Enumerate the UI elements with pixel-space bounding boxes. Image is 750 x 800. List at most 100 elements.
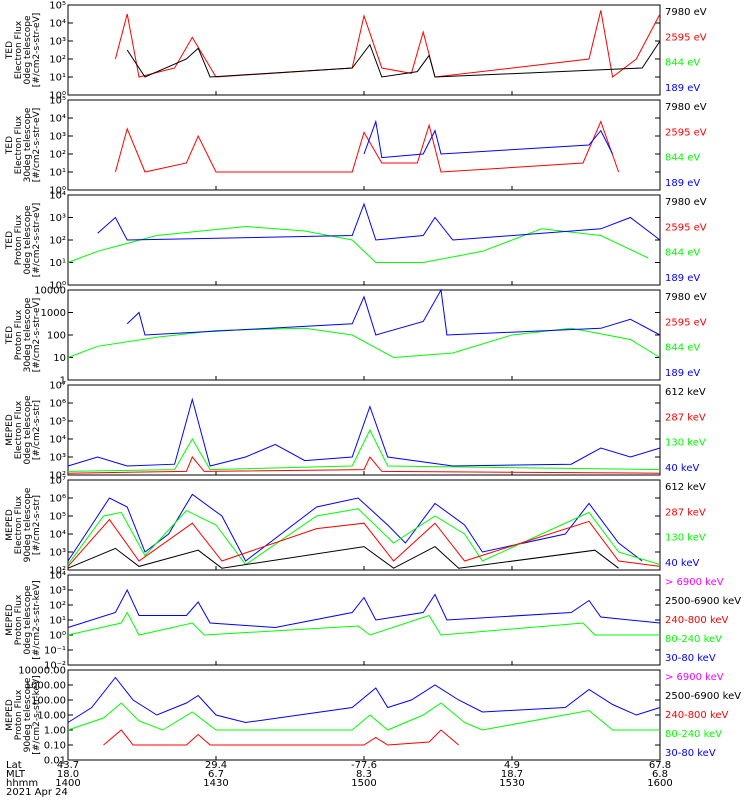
y-axis-label: [#/cm2-s-str] [32, 495, 42, 555]
y-tick-label: 10⁵ [49, 1, 66, 12]
legend-entry: > 6900 keV [665, 672, 724, 683]
panel-frame [67, 384, 661, 476]
panel-frame [67, 99, 661, 191]
x-tick-label: 1600 [647, 778, 672, 789]
y-tick-label: 10⁴ [49, 530, 66, 541]
x-tick-label: -77.6 [351, 760, 377, 771]
legend-entry: 189 eV [665, 368, 700, 379]
series-line [67, 588, 661, 629]
legend-entry: 2595 eV [665, 222, 707, 233]
legend-entry: 240-800 keV [665, 710, 729, 721]
legend-entry: 40 keV [665, 558, 699, 569]
y-axis-label: MEPED [5, 414, 15, 446]
y-axis-label: 0deg telescope [23, 395, 33, 465]
y-tick-label: 10⁵ [49, 512, 66, 523]
legend-entry: 844 eV [665, 153, 700, 164]
y-tick-label: 10⁴ [49, 571, 66, 582]
y-tick-label: 10¹ [49, 258, 66, 269]
x-tick-label: 29.4 [205, 760, 227, 771]
legend-entry: 287 keV [665, 412, 706, 423]
y-tick-label: 10 [53, 353, 66, 364]
y-tick-label: 1 [60, 376, 66, 387]
y-axis-label: 0deg telescope [23, 585, 33, 655]
x-tick-label: 1430 [203, 778, 228, 789]
panel-frame [67, 289, 661, 381]
x-tick-label: 1530 [499, 778, 524, 789]
legend-entry: 612 keV [665, 482, 706, 493]
y-tick-label: 10³ [49, 132, 66, 143]
legend-entry: 7980 eV [665, 7, 707, 18]
y-tick-label: 1000 [41, 308, 66, 319]
y-tick-label: 10.00 [37, 711, 66, 722]
legend-entry: 130 keV [665, 438, 706, 449]
series-line [126, 288, 661, 336]
series-line [114, 10, 661, 78]
y-axis-label: MEPED [5, 509, 15, 541]
series-line [363, 119, 614, 159]
series-line [114, 120, 620, 173]
y-tick-label: 10² [49, 150, 66, 161]
legend-entry: 844 eV [665, 248, 700, 259]
y-tick-label: 10² [49, 566, 66, 577]
legend-entry: 7980 eV [665, 197, 707, 208]
y-tick-label: 1000.00 [25, 681, 66, 692]
y-tick-label: 10³ [49, 548, 66, 559]
series-line [97, 202, 661, 241]
y-axis-label: Electron Flux [14, 400, 24, 459]
y-tick-label: 10² [49, 601, 66, 612]
y-tick-label: 10⁰ [49, 186, 66, 197]
y-tick-label: 10⁶ [49, 399, 66, 410]
footer-row-label: MLT [6, 769, 26, 780]
y-axis-label: TED [5, 41, 15, 60]
legend-entry: 844 eV [665, 58, 700, 69]
y-axis-label: MEPED [5, 699, 15, 731]
x-tick-label: 1500 [351, 778, 376, 789]
date-label: 2021 Apr 24 [6, 787, 68, 798]
y-axis-label: Proton Flux [14, 689, 24, 740]
y-tick-label: 10³ [49, 213, 66, 224]
legend-entry: 30-80 keV [665, 748, 716, 759]
y-tick-label: 10¹ [49, 168, 66, 179]
legend-entry: 287 keV [665, 507, 706, 518]
legend-entry: 80-240 keV [665, 729, 722, 740]
y-axis-label: Proton Flux [14, 214, 24, 265]
legend-entry: 2500-6900 keV [665, 691, 741, 702]
series-line [126, 40, 661, 78]
y-axis-label: TED [5, 136, 15, 155]
y-axis-label: Electron Flux [14, 495, 24, 554]
series-line [67, 456, 661, 474]
y-tick-label: 10000.00 [18, 666, 66, 677]
y-tick-label: 10⁴ [49, 114, 66, 125]
y-tick-label: 10⁴ [49, 19, 66, 30]
series-line [67, 702, 660, 731]
legend-entry: 2500-6900 keV [665, 596, 741, 607]
y-tick-label: 10² [49, 236, 66, 247]
y-axis-label: MEPED [5, 604, 15, 636]
y-tick-label: 10⁴ [49, 435, 66, 446]
y-axis-label: Electron Flux [14, 20, 24, 79]
y-tick-label: 10¹ [49, 73, 66, 84]
legend-entry: 240-800 keV [665, 615, 729, 626]
y-tick-label: 100 [47, 331, 66, 342]
series-line [67, 493, 643, 562]
y-axis-label: TED [5, 231, 15, 250]
y-tick-label: 10¹ [49, 616, 66, 627]
x-tick-label: 6.7 [208, 769, 224, 780]
y-axis-label: [#/cm2-s-str-eV] [32, 298, 42, 373]
x-tick-label: 4.9 [504, 760, 520, 771]
y-axis-label: 30deg telescope [23, 107, 33, 182]
panel-frame [67, 574, 661, 666]
x-tick-label: 43.7 [57, 760, 79, 771]
series-line [67, 225, 649, 263]
legend-entry: 30-80 keV [665, 653, 716, 664]
legend-entry: 844 eV [665, 343, 700, 354]
series-line [67, 327, 661, 359]
legend-entry: 2595 eV [665, 317, 707, 328]
y-tick-label: 10⁵ [49, 96, 66, 107]
x-tick-label: 18.0 [57, 769, 79, 780]
y-axis-label: [#/cm2-s-str-keV] [32, 580, 42, 659]
y-axis-label: [#/cm2-s-str-eV] [32, 13, 42, 88]
y-tick-label: 10⁴ [49, 191, 66, 202]
y-tick-label: 10³ [49, 453, 66, 464]
y-tick-label: 10⁰ [49, 631, 66, 642]
